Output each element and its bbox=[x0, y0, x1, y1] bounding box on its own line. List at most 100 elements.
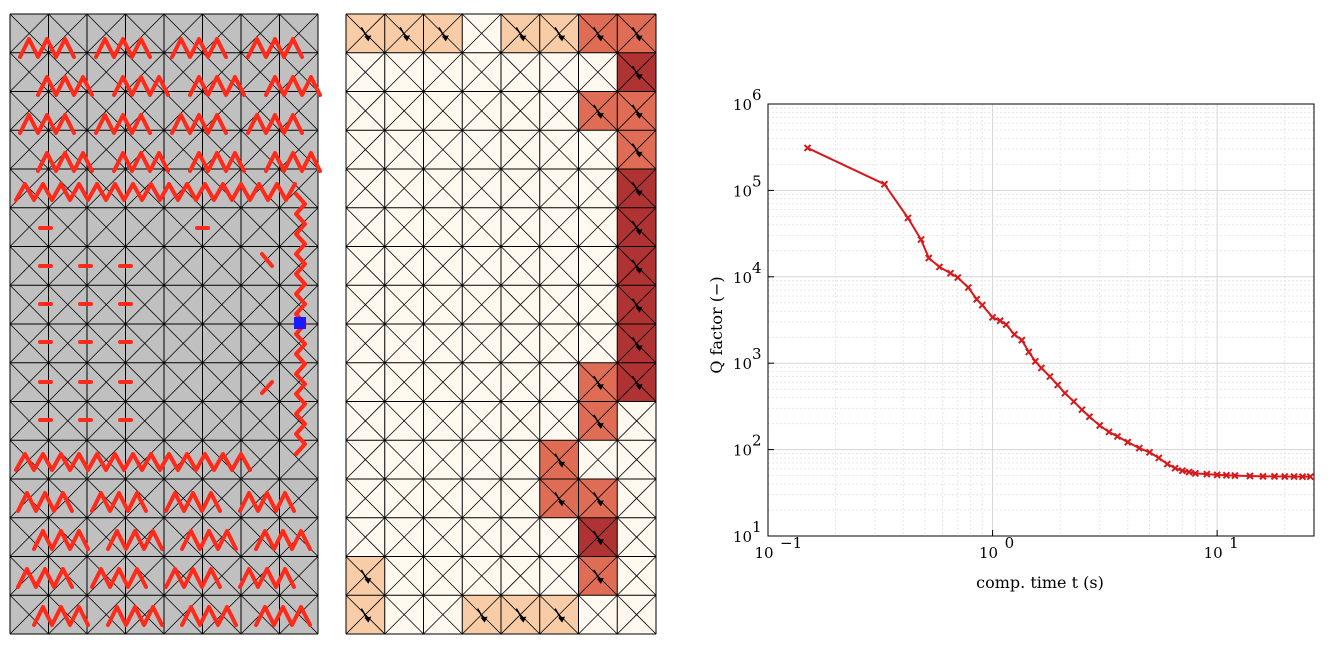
mesh-diagonal bbox=[423, 91, 463, 131]
mesh-diagonal bbox=[345, 129, 386, 170]
data-point bbox=[1135, 444, 1143, 452]
mesh-diagonal bbox=[202, 284, 242, 325]
flux-arrow-head bbox=[558, 500, 566, 507]
mesh-diagonal bbox=[86, 168, 126, 209]
data-point bbox=[1203, 470, 1211, 478]
mesh-diagonal bbox=[279, 362, 319, 402]
flux-arrow-head bbox=[441, 35, 449, 42]
mesh-diagonal bbox=[500, 323, 541, 364]
mesh-diagonal bbox=[423, 594, 463, 635]
mesh-diagonal bbox=[9, 323, 49, 364]
data-point bbox=[1306, 472, 1315, 481]
x-axis-label: comp. time t (s) bbox=[976, 573, 1104, 592]
mesh-diagonal bbox=[240, 246, 280, 286]
red-path-segment bbox=[188, 151, 246, 173]
mesh-diagonal bbox=[9, 52, 49, 92]
data-point bbox=[1231, 471, 1239, 480]
data-point bbox=[1046, 372, 1054, 381]
mesh-diagonal bbox=[461, 129, 502, 170]
red-path-segment bbox=[170, 37, 228, 59]
mesh-diagonal bbox=[279, 52, 319, 92]
mesh-diagonal bbox=[125, 91, 165, 131]
mesh-diagonal bbox=[48, 362, 88, 402]
mesh-diagonal bbox=[578, 284, 618, 325]
mesh-diagonal bbox=[163, 401, 203, 441]
mesh-diagonal bbox=[423, 439, 463, 480]
red-path-segment bbox=[16, 567, 74, 589]
mesh-diagonal bbox=[86, 13, 126, 54]
mesh-diagonal bbox=[616, 401, 657, 441]
mesh-diagonal bbox=[279, 401, 319, 441]
data-point bbox=[1281, 472, 1289, 481]
data-point bbox=[904, 214, 912, 222]
data-point bbox=[1259, 472, 1267, 481]
flux-arrow-head bbox=[519, 616, 527, 623]
mesh-diagonal bbox=[279, 323, 319, 364]
mesh-diagonal bbox=[279, 556, 319, 596]
red-path-segment bbox=[180, 529, 238, 551]
flux-arrow-head bbox=[558, 35, 566, 42]
y-tick-label: 10 bbox=[733, 355, 752, 373]
flux-arrow-head bbox=[635, 384, 643, 391]
mesh-diagonal bbox=[578, 439, 618, 480]
data-point bbox=[925, 254, 933, 262]
mesh-diagonal bbox=[202, 207, 242, 247]
flux-arrow-head bbox=[596, 112, 604, 119]
mesh-diagonal bbox=[616, 517, 657, 557]
mesh-diagonal bbox=[500, 401, 541, 441]
y-tick-label: 10 bbox=[733, 269, 752, 287]
mesh-diagonal bbox=[539, 246, 579, 286]
mesh-diagonal bbox=[240, 52, 280, 92]
red-path-segment bbox=[112, 151, 170, 173]
mesh-diagonal bbox=[384, 362, 424, 402]
data-point bbox=[1025, 348, 1033, 356]
mesh-diagonal bbox=[125, 13, 165, 54]
data-point bbox=[1213, 471, 1221, 479]
mesh-diagonal bbox=[125, 52, 165, 92]
mesh-diagonal bbox=[461, 401, 502, 441]
red-path-segment bbox=[238, 491, 296, 513]
mesh-diagonal bbox=[48, 91, 88, 131]
mesh-diagonal bbox=[461, 439, 502, 480]
mesh-diagonal bbox=[86, 323, 126, 364]
mesh-diagonal bbox=[500, 478, 541, 519]
mesh-diagonal bbox=[163, 13, 203, 54]
mesh-diagonal bbox=[461, 91, 502, 131]
mesh-diagonal bbox=[423, 129, 463, 170]
mesh-diagonal bbox=[163, 246, 203, 286]
mesh-diagonal bbox=[500, 129, 541, 170]
mesh-diagonal bbox=[163, 129, 203, 170]
mesh-diagonal bbox=[48, 246, 88, 286]
x-tick-label: 10 bbox=[979, 544, 998, 562]
mesh-diagonal bbox=[125, 517, 165, 557]
red-path-segment bbox=[16, 491, 74, 513]
mesh-diagonal bbox=[240, 556, 280, 596]
y-tick-label: 10 bbox=[733, 182, 752, 200]
flux-arrow-head bbox=[596, 384, 604, 391]
q-factor-series bbox=[803, 144, 1315, 481]
data-point bbox=[954, 273, 962, 282]
mesh-diagonal bbox=[9, 129, 49, 170]
data-point bbox=[1096, 421, 1104, 430]
mesh-diagonal bbox=[578, 129, 618, 170]
mesh-diagonal bbox=[423, 556, 463, 596]
data-point bbox=[1010, 330, 1019, 339]
red-path-segment bbox=[36, 75, 94, 97]
mesh-path-panel bbox=[9, 13, 322, 635]
x-tick-exponent: 0 bbox=[1005, 534, 1015, 552]
mesh-diagonal bbox=[240, 439, 280, 480]
y-axis-label: Q factor (−) bbox=[707, 276, 726, 373]
red-path-segment bbox=[264, 75, 322, 97]
source-marker bbox=[294, 317, 306, 329]
mesh-diagonal bbox=[539, 168, 579, 209]
red-path-segment bbox=[170, 113, 228, 135]
mesh-diagonal bbox=[384, 91, 424, 131]
red-dash bbox=[260, 252, 274, 268]
mesh-diagonal bbox=[202, 401, 242, 441]
mesh-diagonal bbox=[500, 168, 541, 209]
mesh-diagonal bbox=[384, 246, 424, 286]
mesh-diagonal bbox=[86, 439, 126, 480]
flux-arrow-head bbox=[558, 461, 566, 468]
red-path-segment bbox=[254, 605, 312, 627]
